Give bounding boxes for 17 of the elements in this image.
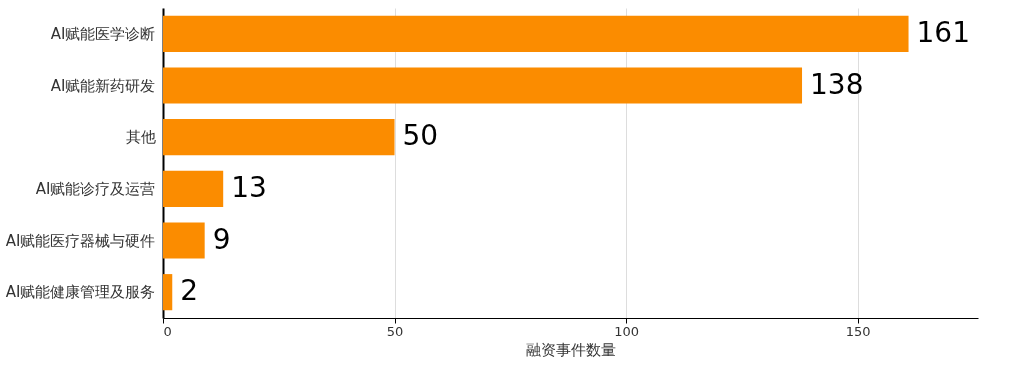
data-label: 138 — [810, 67, 864, 101]
data-label: 13 — [231, 170, 267, 204]
x-tick-label: 0 — [163, 323, 172, 339]
x-tick-label: 50 — [386, 323, 404, 339]
x-tick-label: 100 — [614, 323, 639, 339]
x-axis-title: 融资事件数量 — [526, 340, 616, 359]
y-tick-label: AI赋能健康管理及服务 — [5, 283, 156, 302]
data-label: 50 — [402, 119, 439, 153]
data-label: 2 — [180, 274, 199, 308]
y-tick-label: AI赋能诊疗及运营 — [35, 179, 156, 198]
x-tick-label: 150 — [845, 323, 871, 339]
y-tick-label: AI赋能新药研发 — [50, 76, 156, 95]
data-label: 161 — [916, 15, 970, 49]
data-label: 9 — [212, 222, 231, 256]
y-tick-label: AI赋能医学诊断 — [50, 24, 156, 43]
y-tick-label: 其他 — [125, 128, 156, 147]
y-tick-label: AI赋能医疗器械与硬件 — [5, 231, 156, 250]
